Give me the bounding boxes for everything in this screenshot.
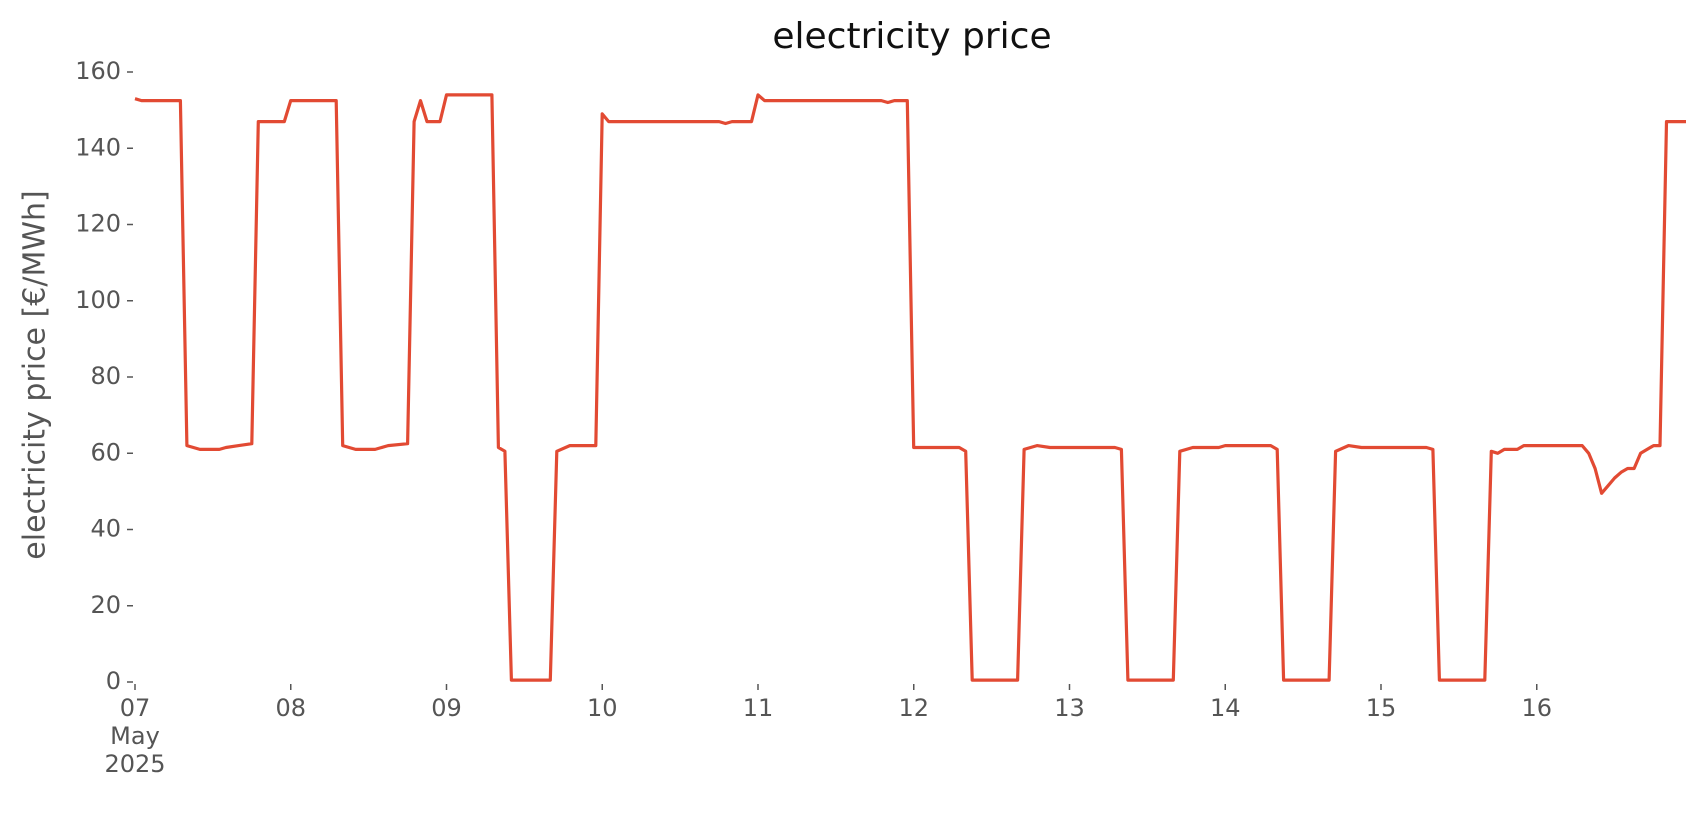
- y-tick-label: 20: [90, 591, 121, 619]
- y-tick-label: 160: [75, 57, 121, 85]
- y-axis-label: electricity price [€/MWh]: [18, 190, 53, 559]
- y-tick-label: 140: [75, 133, 121, 161]
- x-tick-label: 09: [431, 694, 462, 722]
- x-tick-label: 10: [586, 694, 618, 722]
- x-tick-label: 08: [275, 694, 307, 722]
- x-tick-label: 11: [742, 694, 774, 722]
- x-tick-label: 16: [1521, 694, 1553, 722]
- x-tick-label: 15: [1365, 694, 1397, 722]
- x-tick-label: 12: [898, 694, 930, 722]
- y-tick-label: 40: [90, 515, 121, 543]
- x-tick-label: 07 May 2025: [104, 694, 166, 778]
- y-tick-label: 0: [106, 667, 121, 695]
- y-tick-label: 100: [75, 286, 121, 314]
- chart-title: electricity price: [772, 16, 1051, 57]
- y-tick-label: 60: [90, 438, 121, 466]
- x-tick-label: 13: [1054, 694, 1085, 722]
- y-tick-label: 120: [75, 210, 121, 238]
- y-tick-label: 80: [90, 362, 121, 390]
- price-line: [134, 93, 1686, 682]
- x-tick-label: 14: [1209, 694, 1241, 722]
